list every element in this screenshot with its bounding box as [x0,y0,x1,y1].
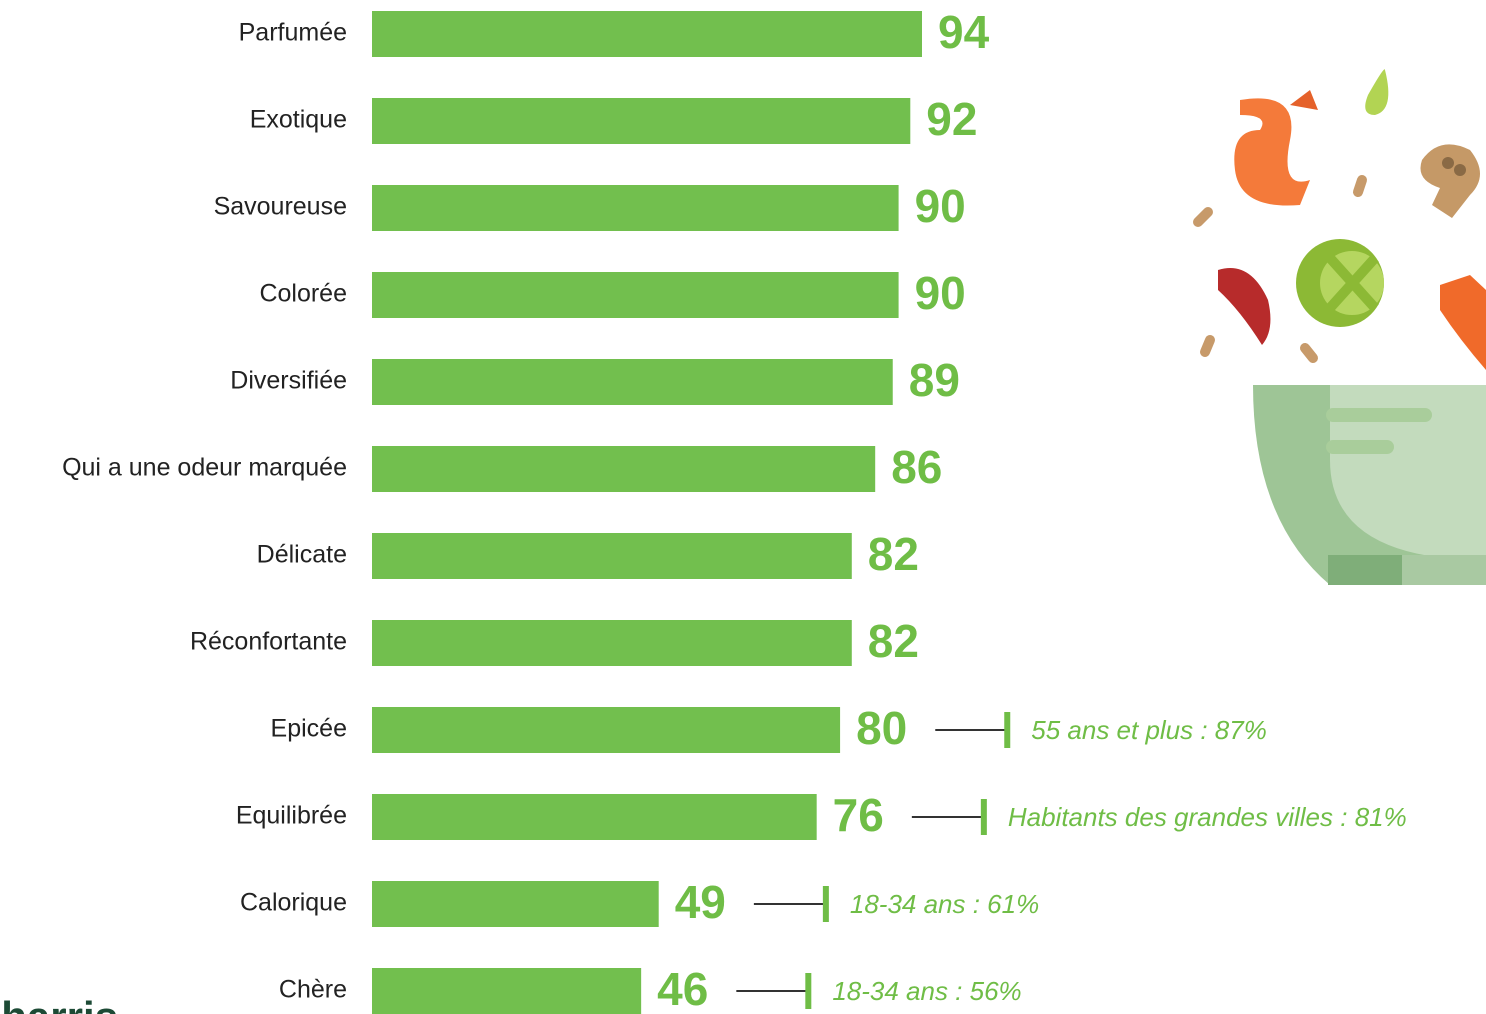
annotation: Habitants des grandes villes : 81% [1008,802,1407,832]
logo: harris [1,993,118,1014]
bar [372,359,893,405]
value-label: 82 [868,615,919,667]
value-label: 46 [657,963,708,1014]
category-label: Délicate [257,541,347,569]
category-label: Chère [279,976,347,1004]
bar [372,446,875,492]
bar [372,11,922,57]
value-label: 82 [868,528,919,580]
category-label: Colorée [259,280,347,308]
food-illustration [1198,69,1486,585]
bar [372,620,852,666]
value-label: 86 [891,441,942,493]
bar [372,881,659,927]
value-label: 80 [856,702,907,754]
category-label: Calorique [240,889,347,917]
value-label: 94 [938,6,990,58]
bar [372,185,899,231]
annotation: 18-34 ans : 56% [832,976,1021,1006]
value-label: 49 [675,876,726,928]
value-label: 76 [833,789,884,841]
bar [372,968,641,1014]
bar [372,98,910,144]
category-label: Qui a une odeur marquée [62,454,347,482]
bar [372,794,817,840]
bar [372,533,852,579]
annotation: 55 ans et plus : 87% [1031,715,1267,745]
annotation: 18-34 ans : 61% [850,889,1039,919]
category-label: Exotique [250,106,347,134]
category-label: Savoureuse [214,193,347,221]
bar [372,707,840,753]
category-label: Diversifiée [230,367,347,395]
category-label: Epicée [271,715,347,743]
value-label: 92 [926,93,977,145]
value-label: 90 [915,180,966,232]
category-label: Parfumée [239,19,347,47]
category-label: Equilibrée [236,802,347,830]
chart: harris Parfumée 94 Exotique 92 Savoureuse 90 C… [0,0,1486,1014]
bar [372,272,899,318]
value-label: 89 [909,354,960,406]
value-label: 90 [915,267,966,319]
category-label: Réconfortante [190,628,347,656]
